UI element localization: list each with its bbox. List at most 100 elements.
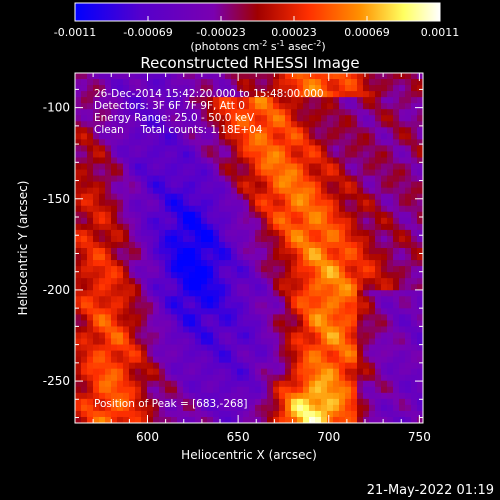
heatmap-cell [207,103,214,110]
heatmap-cell [153,97,160,104]
heatmap-cell [117,332,124,339]
heatmap-cell [357,133,364,140]
heatmap-cell [111,266,118,273]
heatmap-cell [387,332,394,339]
heatmap-cell [411,205,418,213]
heatmap-cell [99,284,106,291]
heatmap-cell [411,314,418,321]
heatmap-cell [243,338,250,345]
heatmap-cell [285,392,292,400]
heatmap-cell [99,109,106,116]
heatmap-cell [315,133,322,140]
heatmap-cell [141,290,148,297]
heatmap-cell [333,338,340,345]
heatmap-cell [405,254,412,261]
heatmap-cell [321,356,328,364]
heatmap-cell [243,260,250,267]
heatmap-cell [357,85,364,92]
heatmap-cell [315,314,322,321]
heatmap-cell [141,115,148,122]
heatmap-cell [339,338,346,345]
heatmap-cell [357,79,364,86]
heatmap-cell [117,278,124,285]
heatmap-cell [363,362,370,370]
x-tick-label: 750 [408,430,431,444]
heatmap-cell [105,320,112,327]
heatmap-cell [267,127,274,134]
heatmap-cell [195,145,202,152]
heatmap-cell [195,91,202,98]
heatmap-cell [363,151,370,158]
heatmap-cell [111,248,118,255]
heatmap-cell [99,344,106,351]
heatmap-cell [339,248,346,255]
heatmap-cell [135,133,142,140]
heatmap-cell [219,398,226,406]
heatmap-cell [123,410,130,418]
heatmap-cell [213,85,220,92]
heatmap-cell [327,308,334,315]
heatmap-cell [351,272,358,279]
heatmap-cell [201,205,208,213]
heatmap-cell [279,392,286,400]
colorbar-tick-label: 0.0011 [421,26,460,39]
heatmap-cell [279,211,286,219]
heatmap-cell [279,374,286,382]
heatmap-cell [213,272,220,279]
heatmap-cell [195,398,202,406]
heatmap-cell [201,272,208,279]
heatmap-cell [297,211,304,219]
heatmap-cell [327,404,334,412]
heatmap-cell [141,380,148,388]
heatmap-cell [297,248,304,255]
heatmap-cell [369,302,376,309]
heatmap-cell [165,103,172,110]
heatmap-cell [105,103,112,110]
heatmap-cell [141,187,148,195]
heatmap-cell [81,79,88,86]
heatmap-cell [255,392,262,400]
heatmap-cell [249,79,256,86]
heatmap-cell [147,404,154,412]
heatmap-cell [417,205,424,213]
heatmap-cell [99,241,106,249]
heatmap-cell [153,392,160,400]
heatmap-cell [159,284,166,291]
heatmap-cell [177,284,184,291]
heatmap-cell [291,187,298,195]
heatmap-cell [231,139,238,146]
heatmap-cell [333,332,340,339]
heatmap-cell [321,398,328,406]
heatmap-cell [261,332,268,339]
heatmap-cell [321,235,328,243]
heatmap-cell [267,374,274,382]
heatmap-cell [285,223,292,231]
heatmap-cell [81,127,88,134]
heatmap-cell [183,235,190,243]
heatmap-cell [405,109,412,116]
heatmap-cell [339,109,346,116]
heatmap-cell [135,284,142,291]
heatmap-cell [105,308,112,315]
heatmap-cell [195,368,202,376]
heatmap-cell [249,332,256,339]
heatmap-cell [261,362,268,370]
heatmap-cell [411,235,418,243]
heatmap-cell [207,139,214,146]
heatmap-cell [225,193,232,201]
heatmap-cell [387,151,394,158]
heatmap-cell [231,151,238,158]
heatmap-cell [261,344,268,351]
heatmap-cell [81,235,88,243]
heatmap-cell [303,266,310,273]
heatmap-cell [243,235,250,243]
heatmap-cell [189,266,196,273]
heatmap-cell [201,97,208,104]
heatmap-cell [189,85,196,92]
heatmap-cell [171,211,178,219]
heatmap-cell [315,235,322,243]
heatmap-cell [261,241,268,249]
heatmap-cell [153,254,160,261]
heatmap-cell [171,380,178,388]
heatmap-cell [255,326,262,333]
